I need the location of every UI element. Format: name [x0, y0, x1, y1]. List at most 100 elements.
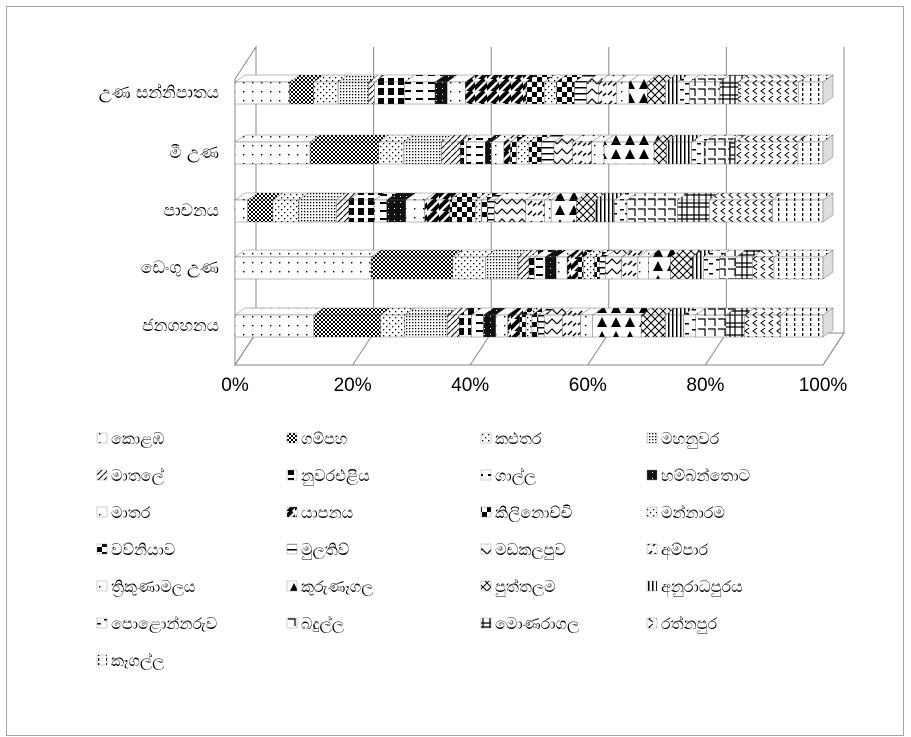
- legend-label: මන්නාරම: [661, 503, 725, 522]
- bar-segment-face: [551, 200, 576, 222]
- bar-segment-face: [556, 257, 567, 279]
- bar-segment-face: [665, 82, 677, 104]
- legend-entry: ගම්පහ: [287, 429, 347, 448]
- bar-segment-face: [491, 142, 504, 164]
- bar-segment: [235, 308, 324, 337]
- bar-segment-face: [290, 82, 314, 104]
- bar-segment-face: [406, 200, 425, 222]
- bar-segment-face: [593, 315, 641, 337]
- legend-label: කුරුණෑගල: [301, 577, 373, 597]
- bar-segment: [709, 193, 782, 222]
- legend-label: මාතලේ: [111, 466, 164, 486]
- bar-segment-face: [562, 315, 580, 337]
- bar-segment-top: [235, 308, 324, 315]
- bar-segment-top: [774, 250, 833, 257]
- legend-swatch: [97, 470, 107, 480]
- bar-segment-face: [405, 315, 447, 337]
- bar-segment-face: [622, 257, 638, 279]
- bar-segment-face: [273, 200, 298, 222]
- bar-segment-top: [772, 193, 833, 200]
- legend-entry: මහනුවර: [647, 429, 720, 449]
- bar-segment-face: [484, 315, 496, 337]
- bar-segment-face: [684, 315, 696, 337]
- bar-segment: [310, 135, 389, 164]
- legend-entry: මඩකලපුව: [481, 540, 566, 560]
- legend-swatch: [287, 433, 297, 443]
- bar-segment-face: [726, 315, 744, 337]
- legend-swatch: [481, 470, 491, 480]
- bar-segment-face: [735, 142, 798, 164]
- legend-entry: කෑගල්ල: [97, 651, 164, 671]
- legend-entry: කොළඹ: [97, 429, 164, 449]
- bar-segment-face: [703, 257, 719, 279]
- bar-segment-face: [690, 82, 720, 104]
- category-label: පාචනය: [164, 201, 219, 221]
- bar-segment-face: [573, 142, 592, 164]
- bar-segment-face: [567, 257, 578, 279]
- legend-swatch: [481, 544, 491, 554]
- bar-segment-face: [720, 257, 736, 279]
- legend-entry: මාතර: [97, 503, 151, 522]
- bar-segment-top: [310, 135, 389, 142]
- x-tick-label: 0%: [221, 375, 249, 396]
- bar-segment-face: [466, 142, 485, 164]
- bar-segment-face: [638, 257, 649, 279]
- bar-segment-face: [526, 82, 544, 104]
- floor: [235, 333, 844, 365]
- legend-entry: කළුතර: [481, 429, 542, 448]
- bar-segment-face: [314, 315, 381, 337]
- legend-swatch: [647, 544, 657, 554]
- legend-label: නුවරඑළිය: [301, 466, 370, 486]
- legend-entry: මන්නාරම: [647, 503, 725, 522]
- legend-entry: ත්‍රිකුණාමලය: [97, 577, 195, 597]
- legend-swatch: [647, 618, 657, 628]
- bar-segment-top: [738, 75, 809, 82]
- bar-segment-face: [545, 200, 551, 222]
- legend-swatch: [481, 618, 491, 628]
- bar-segment-top: [314, 308, 391, 315]
- legend-swatch: [97, 544, 107, 554]
- bar-segment-top: [627, 193, 688, 200]
- bar-segment-face: [459, 315, 471, 337]
- legend: කොළඹ ගම්පහ කළුතර මහනුවරමාතලේ නුවරඑළිය ගාල්ල හම…: [97, 429, 750, 671]
- legend-swatch: [287, 544, 297, 554]
- legend-entry: බදුල්ල: [287, 614, 344, 634]
- bar-segment: [235, 135, 320, 164]
- x-tick-label: 100%: [799, 375, 848, 396]
- bar-segment-face: [336, 200, 349, 222]
- bar-segment: [235, 250, 381, 279]
- bar-segment-face: [248, 200, 273, 222]
- legend-label: මුලතිව්: [301, 540, 349, 560]
- legend-label: කිලිනොච්චි: [495, 503, 572, 523]
- x-tick-label: 20%: [334, 375, 372, 396]
- bar-segment-face: [298, 200, 336, 222]
- bar-segment-face: [235, 257, 371, 279]
- bar-series: [235, 75, 833, 337]
- legend-label: ගම්පහ: [301, 429, 347, 448]
- legend-entry: පුත්තලම: [481, 577, 556, 597]
- legend-entry: යාපනය: [287, 503, 353, 522]
- bar-segment-face: [798, 142, 823, 164]
- bar-segment-face: [556, 82, 574, 104]
- legend-entry: මාතලේ: [97, 466, 164, 486]
- bar-segment-face: [516, 142, 529, 164]
- bar-segment-face: [605, 257, 621, 279]
- bar-segment-face: [781, 315, 823, 337]
- bar-segment-face: [471, 315, 483, 337]
- bar-segment-face: [692, 257, 703, 279]
- legend-label: රත්නපුර: [661, 614, 717, 634]
- legend-entry: වව්නියාව: [97, 540, 175, 559]
- bar-segment-face: [425, 200, 450, 222]
- bar-segment-face: [614, 200, 627, 222]
- legend-entry: මුලතිව්: [287, 540, 349, 560]
- legend-entry: නුවරඑළිය: [287, 466, 370, 486]
- bar-segment: [465, 75, 536, 104]
- value-axis: 0% 20% 40% 60% 80% 100%: [221, 375, 847, 396]
- bar-segment-face: [447, 315, 459, 337]
- bar-segment-face: [529, 142, 542, 164]
- bar-segment-face: [529, 257, 534, 279]
- category-label: මී උණ: [169, 143, 219, 163]
- bar-segment-face: [617, 82, 629, 104]
- legend-label: මාතර: [111, 503, 151, 522]
- chart-frame: උණ සන්නිපාතය මී උණ පාචනය ඩෙංගු උණ ජනගහනය 0% 2…: [6, 6, 904, 736]
